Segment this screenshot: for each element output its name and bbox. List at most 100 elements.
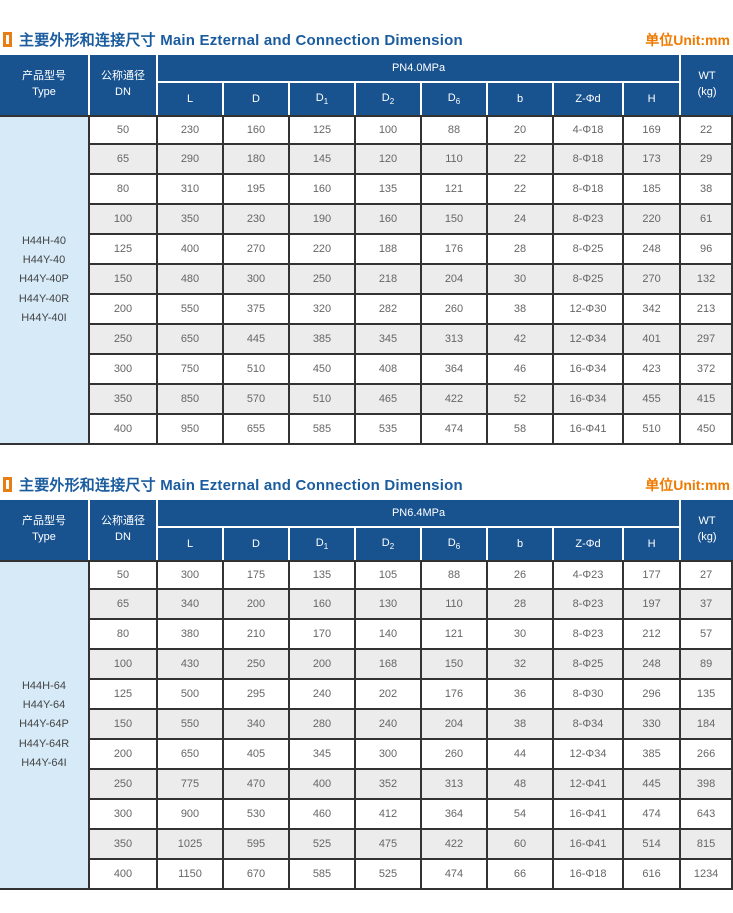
wt-value: 266 bbox=[681, 740, 733, 770]
dim-value: 121 bbox=[422, 175, 488, 205]
table-row: 200 550 375 320 282 260 38 12-Φ30 342 213 bbox=[0, 295, 733, 325]
dim-value: 12-Φ34 bbox=[554, 740, 624, 770]
dim-value: 195 bbox=[224, 175, 290, 205]
dim-value: 423 bbox=[624, 355, 682, 385]
dim-value: 345 bbox=[356, 325, 422, 355]
dim-value: 160 bbox=[356, 205, 422, 235]
section-pn40: 主要外形和连接尺寸 Main Ezternal and Connection D… bbox=[0, 0, 733, 445]
dim-value: 8-Φ30 bbox=[554, 680, 624, 710]
dim-value: 282 bbox=[356, 295, 422, 325]
column-header-type: 产品型号 Type bbox=[0, 500, 90, 560]
table-row: 150 480 300 250 218 204 30 8-Φ25 270 132 bbox=[0, 265, 733, 295]
dim-value: 12-Φ34 bbox=[554, 325, 624, 355]
dim-value: 16-Φ34 bbox=[554, 385, 624, 415]
pn-group-header: PN4.0MPa bbox=[158, 55, 682, 83]
product-type: H44Y-64P bbox=[19, 718, 69, 731]
product-type: H44H-40 bbox=[21, 234, 67, 247]
column-header-type: 产品型号 Type bbox=[0, 55, 90, 115]
wt-value: 450 bbox=[681, 415, 733, 445]
column-header-z-d: Z-Φd bbox=[554, 83, 624, 115]
dn-value: 100 bbox=[90, 650, 158, 680]
product-type: H44Y-40I bbox=[21, 311, 67, 324]
dim-value: 385 bbox=[290, 325, 356, 355]
dim-value: 345 bbox=[290, 740, 356, 770]
dim-value: 460 bbox=[290, 800, 356, 830]
dn-value: 80 bbox=[90, 620, 158, 650]
wt-value: 643 bbox=[681, 800, 733, 830]
dim-value: 850 bbox=[158, 385, 224, 415]
wt-value: 27 bbox=[681, 560, 733, 590]
table-row: 125 400 270 220 188 176 28 8-Φ25 248 96 bbox=[0, 235, 733, 265]
section-title-en: Main Ezternal and Connection Dimension bbox=[160, 32, 463, 49]
dim-value: 430 bbox=[158, 650, 224, 680]
dn-value: 250 bbox=[90, 770, 158, 800]
table-row: H44H-40 H44Y-40 H44Y-40P H44Y-40R H44Y-40I 50… bbox=[0, 115, 733, 445]
dim-value: 60 bbox=[488, 830, 554, 860]
dim-value: 535 bbox=[356, 415, 422, 445]
dim-value: 950 bbox=[158, 415, 224, 445]
dim-value: 616 bbox=[624, 860, 682, 890]
table-row: 100 350 230 190 160 150 24 8-Φ23 220 61 bbox=[0, 205, 733, 235]
dim-value: 204 bbox=[422, 265, 488, 295]
table-row: 250 775 470 400 352 313 48 12-Φ41 445 398 bbox=[0, 770, 733, 800]
dim-value: 188 bbox=[356, 235, 422, 265]
product-type-cell: H44H-64 H44Y-64 H44Y-64P H44Y-64R H44Y-64I bbox=[0, 560, 90, 890]
table-row: 350 850 570 510 465 422 52 16-Φ34 455 415 bbox=[0, 385, 733, 415]
product-type: H44Y-40 bbox=[22, 254, 66, 267]
dim-value: 290 bbox=[158, 145, 224, 175]
unit-label: 单位Unit:mm bbox=[645, 477, 730, 493]
dim-value: 110 bbox=[422, 590, 488, 620]
dim-value: 140 bbox=[356, 620, 422, 650]
dim-value: 176 bbox=[422, 235, 488, 265]
wt-header-line1: WT bbox=[698, 515, 716, 528]
column-header-d2: D2 bbox=[356, 83, 422, 115]
type-header-zh: 产品型号 bbox=[22, 515, 66, 528]
dim-value: 58 bbox=[488, 415, 554, 445]
dim-value: 570 bbox=[224, 385, 290, 415]
dim-value: 248 bbox=[624, 650, 682, 680]
column-header-dn: 公称通径 DN bbox=[90, 500, 158, 560]
dim-value: 202 bbox=[356, 680, 422, 710]
column-header-h: H bbox=[624, 83, 682, 115]
product-type: H44Y-40R bbox=[18, 292, 70, 305]
wt-header-line1: WT bbox=[698, 70, 716, 83]
dim-value: 176 bbox=[422, 680, 488, 710]
dim-value: 36 bbox=[488, 680, 554, 710]
dim-value: 670 bbox=[224, 860, 290, 890]
dim-value: 595 bbox=[224, 830, 290, 860]
dim-value: 364 bbox=[422, 800, 488, 830]
dn-value: 100 bbox=[90, 205, 158, 235]
dim-value: 38 bbox=[488, 710, 554, 740]
dim-value: 900 bbox=[158, 800, 224, 830]
dim-value: 375 bbox=[224, 295, 290, 325]
dim-value: 175 bbox=[224, 560, 290, 590]
section-title: 主要外形和连接尺寸 Main Ezternal and Connection D… bbox=[19, 29, 463, 50]
wt-value: 61 bbox=[681, 205, 733, 235]
dn-value: 350 bbox=[90, 830, 158, 860]
unit-label: 单位Unit:mm bbox=[645, 32, 730, 48]
dim-value: 530 bbox=[224, 800, 290, 830]
column-header-dn: 公称通径 DN bbox=[90, 55, 158, 115]
dim-value: 412 bbox=[356, 800, 422, 830]
dim-value: 310 bbox=[158, 175, 224, 205]
dim-value: 550 bbox=[158, 710, 224, 740]
dn-value: 200 bbox=[90, 740, 158, 770]
dim-value: 168 bbox=[356, 650, 422, 680]
dim-value: 177 bbox=[624, 560, 682, 590]
dim-value: 22 bbox=[488, 145, 554, 175]
dim-value: 474 bbox=[624, 800, 682, 830]
wt-value: 135 bbox=[681, 680, 733, 710]
dim-value: 401 bbox=[624, 325, 682, 355]
dim-value: 8-Φ23 bbox=[554, 590, 624, 620]
dim-value: 408 bbox=[356, 355, 422, 385]
dim-value: 248 bbox=[624, 235, 682, 265]
dim-value: 170 bbox=[290, 620, 356, 650]
product-type-cell: H44H-40 H44Y-40 H44Y-40P H44Y-40R H44Y-40I bbox=[0, 115, 90, 445]
dim-value: 26 bbox=[488, 560, 554, 590]
wt-value: 57 bbox=[681, 620, 733, 650]
dim-value: 4-Φ18 bbox=[554, 115, 624, 145]
table-row: 80 380 210 170 140 121 30 8-Φ23 212 57 bbox=[0, 620, 733, 650]
dim-value: 240 bbox=[356, 710, 422, 740]
table-row: 65 340 200 160 130 110 28 8-Φ23 197 37 bbox=[0, 590, 733, 620]
dn-value: 350 bbox=[90, 385, 158, 415]
